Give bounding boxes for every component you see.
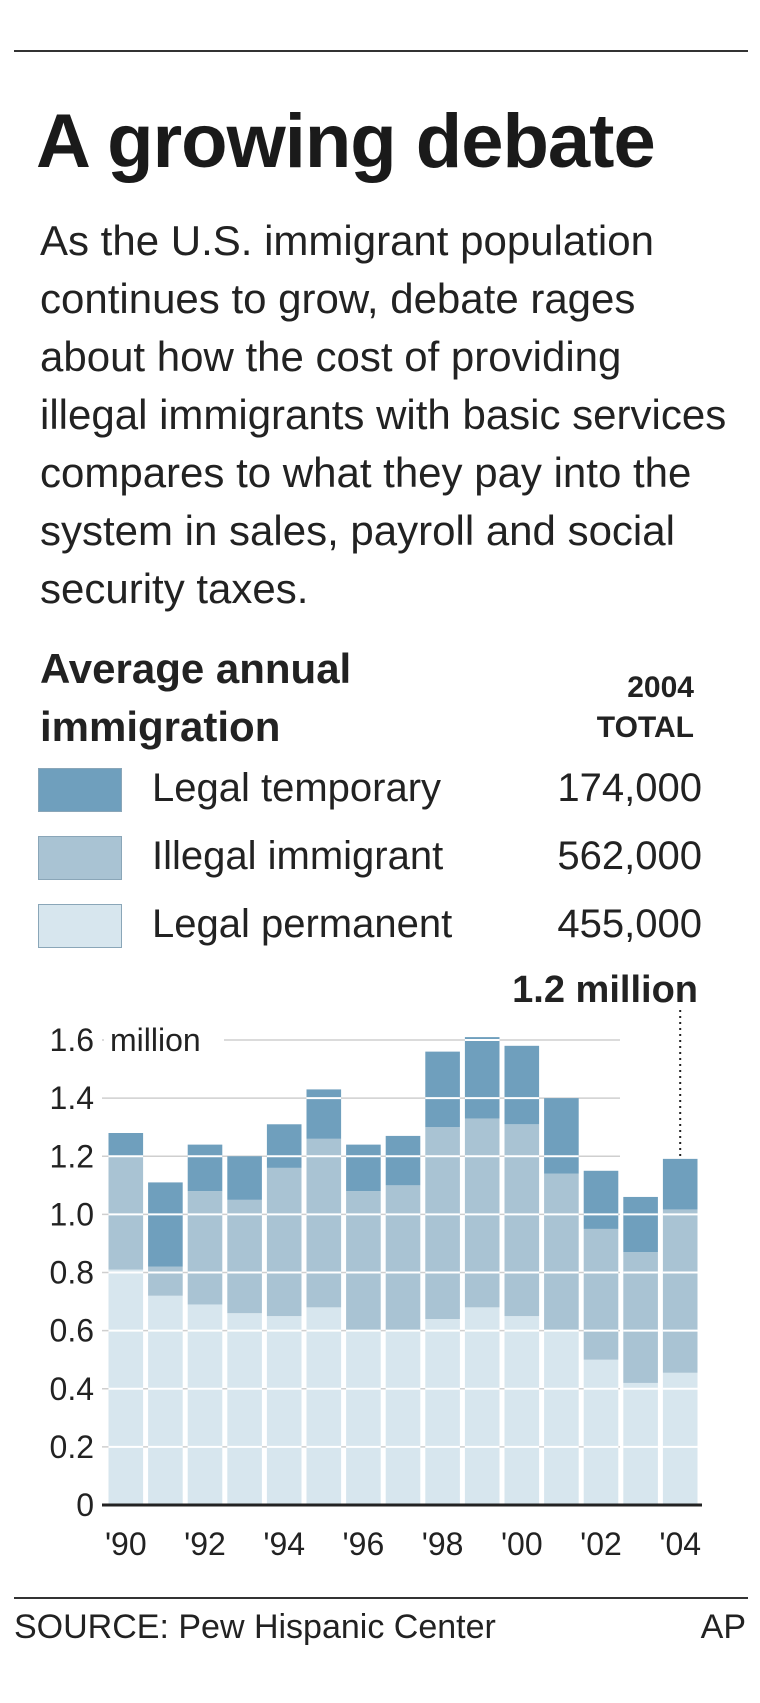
legend-value: 562,000 — [557, 834, 702, 878]
bar-segment-illegal-immigrant — [385, 1185, 421, 1331]
x-tick-label: '96 — [343, 1526, 385, 1560]
bar-segment-legal-permanent — [108, 1269, 144, 1505]
bar-segment-legal-permanent — [266, 1316, 302, 1505]
total-heading-label: TOTAL — [596, 711, 694, 744]
legend-label: Illegal immigrant — [152, 834, 444, 878]
intro-text: As the U.S. immigrant population continu… — [40, 217, 727, 612]
y-tick-label: 0 — [76, 1487, 94, 1523]
y-tick-label: 0.2 — [50, 1429, 94, 1465]
bar-segment-legal-permanent — [464, 1307, 500, 1505]
bar-segment-illegal-immigrant — [346, 1191, 381, 1331]
legend-item-legal-temporary: Legal temporary 174,000 — [38, 764, 702, 832]
legend-value: 174,000 — [557, 766, 702, 810]
total-heading: 2004 TOTAL — [597, 668, 694, 748]
unit-label-backdrop — [104, 1024, 224, 1058]
bar-segment-legal-temporary — [504, 1045, 540, 1125]
source-credit: SOURCE: Pew Hispanic Center — [14, 1608, 496, 1646]
bar-segment-illegal-immigrant — [583, 1228, 619, 1360]
bar-segment-legal-permanent — [346, 1330, 381, 1505]
x-tick-label: '94 — [263, 1526, 305, 1560]
bar-segment-legal-temporary — [187, 1144, 223, 1192]
bar-segment-illegal-immigrant — [425, 1127, 460, 1319]
y-tick-label: 1.4 — [50, 1080, 94, 1116]
section-heading: Average annual immigration — [40, 645, 352, 750]
y-tick-label: 0.8 — [50, 1255, 94, 1291]
legend-label: Legal temporary — [152, 766, 442, 810]
bar-segment-legal-temporary — [464, 1037, 500, 1119]
bar-segment-illegal-immigrant — [544, 1173, 579, 1331]
bar-segment-legal-temporary — [227, 1156, 262, 1200]
y-tick-label: 0.6 — [50, 1313, 94, 1349]
bar-segment-legal-temporary — [306, 1089, 342, 1139]
callout-label: 1.2 million — [512, 969, 698, 1011]
bar-segment-legal-temporary — [148, 1182, 183, 1267]
bar-segment-legal-permanent — [187, 1304, 223, 1505]
stacked-bar-chart: 0 0.2 0.4 0.6 0.8 1.0 1.2 1.4 1.6 million '90 '92 '9… — [50, 969, 702, 1560]
total-heading-year: 2004 — [627, 671, 694, 704]
bar-segment-legal-temporary — [583, 1170, 619, 1229]
bar-segment-illegal-immigrant — [504, 1124, 540, 1317]
bar-segment-illegal-immigrant — [108, 1156, 144, 1270]
bar-segment-legal-temporary — [662, 1158, 698, 1210]
y-tick-label: 0.4 — [50, 1371, 94, 1407]
legend-swatch-illegal-immigrant — [38, 836, 122, 880]
bar-segment-legal-permanent — [544, 1330, 579, 1505]
x-tick-label: '02 — [580, 1526, 622, 1560]
bar-segment-legal-permanent — [385, 1330, 421, 1505]
bar-segment-illegal-immigrant — [623, 1252, 658, 1383]
bar-segment-legal-temporary — [425, 1051, 460, 1128]
bar-segment-legal-permanent — [583, 1359, 619, 1505]
bar-segment-legal-permanent — [425, 1319, 460, 1505]
y-tick-label: 1.6 — [50, 1022, 94, 1058]
x-tick-label: '04 — [659, 1526, 701, 1560]
bar-segment-illegal-immigrant — [187, 1191, 223, 1305]
bar-segment-legal-temporary — [346, 1144, 381, 1192]
x-tick-label: '98 — [422, 1526, 464, 1560]
bar-segment-legal-permanent — [148, 1295, 183, 1505]
bar-segment-legal-permanent — [504, 1316, 540, 1505]
bar-segment-illegal-immigrant — [306, 1138, 342, 1308]
legend-item-legal-permanent: Legal permanent 455,000 — [38, 900, 702, 968]
bar-segment-legal-temporary — [544, 1098, 579, 1174]
bar-segment-legal-permanent — [662, 1372, 698, 1505]
agency-credit: AP — [700, 1608, 746, 1646]
x-tick-label: '00 — [501, 1526, 543, 1560]
legend-swatch-legal-permanent — [38, 904, 122, 948]
bar-segment-illegal-immigrant — [148, 1266, 183, 1296]
bar-segment-legal-permanent — [306, 1307, 342, 1505]
legend-item-illegal-immigrant: Illegal immigrant 562,000 — [38, 832, 702, 900]
bar-segment-legal-temporary — [266, 1124, 302, 1168]
page-title: A growing debate — [36, 99, 656, 184]
x-tick-label: '92 — [184, 1526, 226, 1560]
bar-segment-illegal-immigrant — [266, 1167, 302, 1317]
bar-segment-legal-permanent — [227, 1313, 262, 1505]
bar-segment-legal-permanent — [623, 1382, 658, 1505]
legend-value: 455,000 — [557, 902, 702, 946]
top-rule — [14, 50, 748, 52]
footer-rule — [14, 1597, 748, 1599]
legend-swatch-legal-temporary — [38, 768, 122, 812]
bar-segment-legal-temporary — [385, 1135, 421, 1186]
bar-segment-illegal-immigrant — [227, 1199, 262, 1314]
legend: Legal temporary 174,000 Illegal immigran… — [38, 764, 702, 968]
x-tick-label: '90 — [105, 1526, 147, 1560]
y-tick-label: 1.0 — [50, 1196, 94, 1232]
bar-segment-legal-temporary — [108, 1133, 144, 1157]
bar-segment-illegal-immigrant — [662, 1209, 698, 1373]
legend-label: Legal permanent — [152, 902, 453, 946]
y-tick-label: 1.2 — [50, 1138, 94, 1174]
bar-segment-illegal-immigrant — [464, 1118, 500, 1308]
bar-segment-legal-temporary — [623, 1196, 658, 1253]
y-unit-label: million — [110, 1022, 201, 1058]
